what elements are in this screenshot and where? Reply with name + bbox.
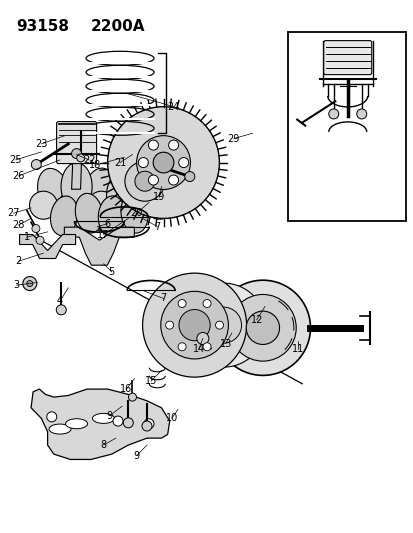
Circle shape <box>145 191 173 219</box>
Circle shape <box>142 273 246 377</box>
Circle shape <box>27 280 33 287</box>
Circle shape <box>328 109 338 119</box>
Circle shape <box>205 307 241 343</box>
Circle shape <box>356 109 366 119</box>
Text: 10: 10 <box>165 414 178 423</box>
Circle shape <box>160 292 228 359</box>
Circle shape <box>165 321 173 329</box>
Text: 14: 14 <box>192 344 204 354</box>
Circle shape <box>144 419 154 429</box>
FancyBboxPatch shape <box>57 122 96 164</box>
Circle shape <box>168 140 178 150</box>
Circle shape <box>87 191 115 219</box>
Circle shape <box>123 418 133 428</box>
Circle shape <box>138 158 148 167</box>
Ellipse shape <box>50 196 78 236</box>
Circle shape <box>29 191 57 219</box>
Text: 2200A: 2200A <box>91 19 145 34</box>
Text: 1: 1 <box>24 232 30 242</box>
Polygon shape <box>64 227 134 265</box>
Circle shape <box>36 236 44 244</box>
Bar <box>287 32 405 221</box>
Circle shape <box>178 310 210 341</box>
Circle shape <box>184 172 195 182</box>
Circle shape <box>23 277 37 290</box>
Text: 8: 8 <box>100 440 106 450</box>
Text: 12: 12 <box>250 315 262 325</box>
Circle shape <box>47 412 57 422</box>
Text: 24: 24 <box>167 102 180 111</box>
Text: 6: 6 <box>104 219 110 229</box>
Text: 93158: 93158 <box>17 19 69 34</box>
Text: 20: 20 <box>130 208 142 218</box>
Ellipse shape <box>121 193 148 233</box>
Text: 15: 15 <box>145 376 157 386</box>
Circle shape <box>125 161 164 201</box>
Text: 2: 2 <box>15 256 22 266</box>
Text: 21: 21 <box>114 158 126 167</box>
Ellipse shape <box>38 168 70 215</box>
Text: 28: 28 <box>12 220 25 230</box>
Circle shape <box>246 311 279 344</box>
Circle shape <box>148 140 158 150</box>
Circle shape <box>202 300 211 308</box>
Circle shape <box>71 149 81 159</box>
Circle shape <box>178 343 186 351</box>
Text: 22: 22 <box>83 155 95 165</box>
Circle shape <box>148 175 158 185</box>
Circle shape <box>202 343 211 351</box>
Text: 9: 9 <box>107 411 112 421</box>
Text: 29: 29 <box>227 134 240 143</box>
Circle shape <box>215 280 310 375</box>
Circle shape <box>197 333 208 344</box>
Circle shape <box>178 300 186 308</box>
Text: 17: 17 <box>97 230 109 239</box>
Circle shape <box>76 154 85 162</box>
Ellipse shape <box>75 193 102 233</box>
Circle shape <box>142 421 152 431</box>
Circle shape <box>215 321 223 329</box>
Ellipse shape <box>98 196 125 236</box>
Text: 4: 4 <box>57 296 63 306</box>
Text: 7: 7 <box>160 294 166 303</box>
Text: 7: 7 <box>154 222 160 231</box>
Ellipse shape <box>61 163 92 211</box>
Circle shape <box>135 171 154 191</box>
Text: 13: 13 <box>219 339 231 349</box>
Circle shape <box>153 152 173 173</box>
Ellipse shape <box>83 168 115 216</box>
Text: 9: 9 <box>133 451 139 461</box>
Ellipse shape <box>65 419 88 429</box>
Circle shape <box>32 224 40 232</box>
Text: 5: 5 <box>108 267 115 277</box>
Ellipse shape <box>49 424 71 434</box>
Circle shape <box>107 107 219 219</box>
Circle shape <box>181 283 265 367</box>
Text: 16: 16 <box>120 384 132 394</box>
Text: 27: 27 <box>7 208 20 218</box>
Circle shape <box>168 175 178 185</box>
Text: 26: 26 <box>12 171 25 181</box>
Ellipse shape <box>92 414 114 423</box>
Circle shape <box>128 393 136 401</box>
Circle shape <box>229 294 295 361</box>
Circle shape <box>178 158 188 167</box>
Circle shape <box>136 136 190 189</box>
FancyBboxPatch shape <box>323 41 371 75</box>
Polygon shape <box>31 389 169 459</box>
Ellipse shape <box>128 163 161 210</box>
Circle shape <box>58 191 86 219</box>
Circle shape <box>113 416 123 426</box>
Text: 18: 18 <box>89 160 101 170</box>
Text: 25: 25 <box>9 155 22 165</box>
Circle shape <box>31 159 41 169</box>
Circle shape <box>56 305 66 315</box>
Polygon shape <box>19 235 76 259</box>
Circle shape <box>116 191 144 219</box>
Text: 19: 19 <box>153 192 165 202</box>
Ellipse shape <box>106 173 138 221</box>
Text: 11: 11 <box>291 344 304 354</box>
Text: 23: 23 <box>35 139 47 149</box>
Text: 3: 3 <box>14 280 19 290</box>
